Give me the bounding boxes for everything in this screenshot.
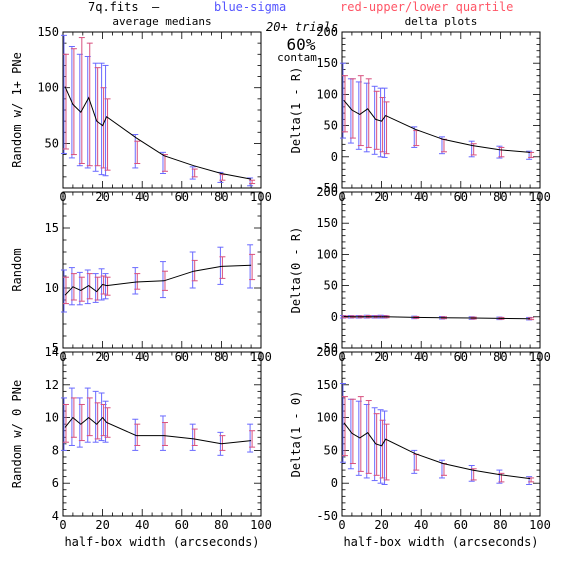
y-tick-label: 0 xyxy=(331,150,338,164)
y-axis-label: Delta(1 - R) xyxy=(289,67,303,154)
y-tick-label: 50 xyxy=(324,443,338,457)
x-tick-label: 100 xyxy=(529,518,551,532)
x-tick-label: 40 xyxy=(414,518,428,532)
y-tick-label: 50 xyxy=(324,279,338,293)
y-tick-label: 100 xyxy=(37,81,59,95)
y-tick-label: 0 xyxy=(331,310,338,324)
file-name-label: 7q.fits xyxy=(88,0,139,14)
plot-frame xyxy=(341,351,541,517)
y-tick-label: 0 xyxy=(331,476,338,490)
median-line xyxy=(343,422,531,480)
x-axis-label: half-box width (arcseconds) xyxy=(343,535,538,549)
y-axis-label: Random xyxy=(10,248,24,291)
y-tick-label: 150 xyxy=(316,378,338,392)
median-line xyxy=(343,100,531,153)
x-tick-label: 80 xyxy=(214,518,228,532)
y-tick-label: 50 xyxy=(45,136,59,150)
median-line xyxy=(343,316,531,320)
x-tick-label: 0 xyxy=(59,518,66,532)
y-tick-label: 10 xyxy=(45,281,59,295)
y-tick-label: 6 xyxy=(52,476,59,490)
y-tick-label: 150 xyxy=(316,56,338,70)
x-axis-label: half-box width (arcseconds) xyxy=(64,535,259,549)
y-tick-label: 150 xyxy=(37,25,59,39)
x-tick-label: 60 xyxy=(175,518,189,532)
panel-title: delta plots xyxy=(405,15,478,28)
median-line xyxy=(64,264,252,296)
y-tick-label: 200 xyxy=(316,25,338,39)
x-tick-label: 20 xyxy=(374,518,388,532)
y-axis-label: Random w/ 0 PNe xyxy=(10,380,24,488)
y-tick-label: 50 xyxy=(324,119,338,133)
y-tick-label: 200 xyxy=(316,345,338,359)
x-tick-label: 100 xyxy=(250,518,272,532)
x-tick-label: 40 xyxy=(135,518,149,532)
contam-label: contam xyxy=(277,51,317,64)
legend-red-quartile: red-upper/lower quartile xyxy=(340,0,513,14)
plot-frame xyxy=(62,191,262,349)
y-tick-label: 12 xyxy=(45,378,59,392)
x-tick-label: 0 xyxy=(338,518,345,532)
y-tick-label: 150 xyxy=(316,216,338,230)
x-tick-label: 80 xyxy=(493,518,507,532)
legend-dash: — xyxy=(152,0,160,14)
legend-blue-sigma: blue-sigma xyxy=(214,0,286,14)
y-tick-label: 10 xyxy=(45,411,59,425)
trials-label: 20+ trials xyxy=(266,20,338,34)
median-line xyxy=(64,416,252,445)
y-tick-label: 15 xyxy=(45,221,59,235)
panel-bottom-left: 0 20 40 60 80 100 4 6 8 10 12 14 Random w/ 0 PNe half… xyxy=(10,345,272,549)
y-axis-label: Delta(0 - R) xyxy=(289,227,303,314)
plot-frame xyxy=(62,351,262,517)
y-axis-label: Random w/ 1+ PNe xyxy=(10,52,24,168)
y-tick-label: 100 xyxy=(316,87,338,101)
contam-percent-label: 60% xyxy=(287,35,316,54)
y-tick-label: 100 xyxy=(316,411,338,425)
y-tick-label: -50 xyxy=(316,341,338,355)
x-tick-label: 20 xyxy=(95,518,109,532)
median-line xyxy=(64,86,252,180)
y-tick-label: 5 xyxy=(52,341,59,355)
plot-frame xyxy=(341,191,541,349)
y-axis-label: Delta(1 - 0) xyxy=(289,391,303,478)
y-tick-label: -50 xyxy=(316,509,338,523)
panel-title: average medians xyxy=(112,15,211,28)
x-tick-label: 60 xyxy=(454,518,468,532)
y-tick-label: 100 xyxy=(316,247,338,261)
y-tick-label: 4 xyxy=(52,509,59,523)
y-tick-label: 8 xyxy=(52,443,59,457)
y-tick-label: 14 xyxy=(45,345,59,359)
plot-frame xyxy=(341,31,541,189)
y-tick-label: -50 xyxy=(316,181,338,195)
y-tick-label: 200 xyxy=(316,185,338,199)
